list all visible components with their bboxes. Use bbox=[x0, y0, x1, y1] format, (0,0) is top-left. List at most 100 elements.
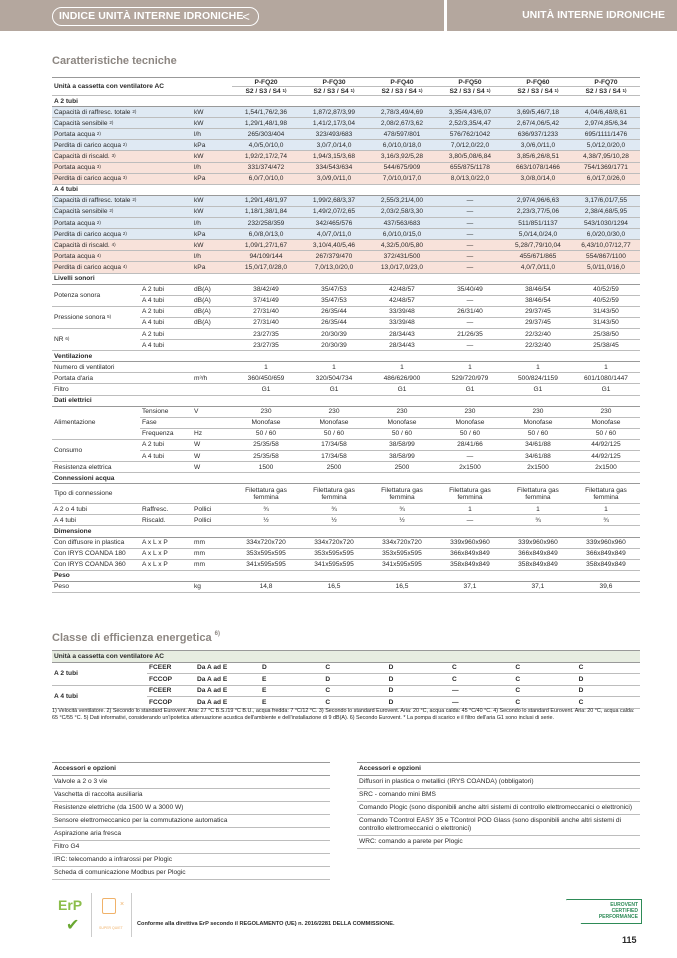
table-row: Potenza sonora A 2 tubi dB(A) 38/42/49 35/47… bbox=[52, 284, 640, 307]
table-row: Peso kg 14,8 16,5 16,5 37,1 37,1 39,6 bbox=[52, 581, 640, 594]
row-label-text: S2 / S3 / S4 bbox=[381, 87, 417, 95]
value-cell: 576/762/1042 bbox=[435, 128, 504, 141]
value-cell: ¾ bbox=[367, 503, 436, 516]
efficiency-class: C bbox=[449, 673, 514, 686]
value-cell: 230 bbox=[367, 406, 436, 418]
table-row: Portata acqua 4) l/h 94/109/144 267/379/470… bbox=[52, 250, 640, 263]
value-cell: 23/27/35 bbox=[232, 328, 300, 341]
value-cell: 1 bbox=[232, 361, 300, 374]
footnote-ref: 4) bbox=[122, 263, 127, 269]
sub-label: A 4 tubi bbox=[140, 295, 192, 307]
row-label-text: S2 / S3 / S4 bbox=[585, 87, 621, 95]
value-cell: 4,0/7,0/11,0 bbox=[300, 228, 368, 241]
section-row: Dimensione bbox=[52, 525, 640, 538]
value-cell: 17/34/58 bbox=[300, 439, 368, 452]
value-cell: 4,0/5,0/10,0 bbox=[232, 139, 300, 152]
footnote-ref: 1) bbox=[554, 87, 559, 93]
accessory-item: Sensore elettromeccanico per la commutaz… bbox=[52, 815, 330, 828]
value-cell: 1,09/1,27/1,67 bbox=[232, 239, 300, 252]
value-cell: — bbox=[435, 239, 504, 252]
value-cell: 38/46/54 bbox=[503, 284, 572, 296]
super-quiet-text: SUPER QUIET bbox=[99, 926, 123, 930]
value-cell: 1 bbox=[435, 503, 504, 516]
value-cell: 437/563/683 bbox=[367, 217, 436, 230]
accessory-item: Resistenze elettriche (da 1500 W a 3000 … bbox=[52, 802, 330, 815]
value-cell: 366x849x849 bbox=[503, 548, 572, 560]
value-cell: 50 / 60 bbox=[367, 428, 436, 440]
header-row-models: Unità a cassetta con ventilatore AC P-FQ2… bbox=[52, 77, 640, 96]
value-cell: 554/867/1100 bbox=[571, 250, 640, 263]
sub-label: A 4 tubi bbox=[140, 339, 192, 352]
row-label: Peso bbox=[52, 581, 192, 594]
value-cell: 26/35/44 bbox=[300, 306, 368, 318]
value-cell: 5,0/12,0/20,0 bbox=[571, 139, 640, 152]
index-back-button[interactable]: INDICE UNITÀ INTERNE IDRONICHE < bbox=[52, 7, 259, 26]
value-cell: 25/35/58 bbox=[232, 439, 300, 452]
table-row: Alimentazione Tensione V 230 230 230 230 230 230 bbox=[52, 406, 640, 440]
footnote-ref: 2) bbox=[132, 197, 137, 203]
row-label: Portata acqua 2) bbox=[52, 217, 192, 230]
unit: Pollici bbox=[192, 503, 233, 516]
row-label: Perdita di carico acqua 2) bbox=[52, 228, 192, 241]
row-label-text: S2 / S3 / S4 bbox=[313, 87, 349, 95]
value-cell: 26/31/40 bbox=[435, 306, 504, 318]
efficiency-class: E bbox=[260, 685, 324, 697]
unit bbox=[192, 361, 233, 374]
efficiency-class: — bbox=[449, 696, 514, 709]
sub-label: A x L x P bbox=[140, 559, 192, 571]
footnote-ref: 3) bbox=[96, 164, 101, 170]
row-label-text: Potenza sonora bbox=[54, 291, 101, 299]
value-cell: 3,0/7,0/14,0 bbox=[300, 139, 368, 152]
footnote-ref: 2) bbox=[96, 219, 101, 225]
row-label-text: Filtro bbox=[54, 385, 69, 393]
efficiency-title-sup: 6) bbox=[214, 631, 220, 637]
value-cell: 331/374/472 bbox=[232, 162, 300, 174]
row-label-text: S2 / S3 / S4 bbox=[245, 87, 281, 95]
value-cell: 4,32/5,00/5,80 bbox=[367, 239, 436, 252]
row-label-text: Capacità di riscald. bbox=[54, 241, 110, 249]
row-label-text: Capacità di riscald. bbox=[54, 153, 110, 161]
value-cell: 1,94/3,15/3,68 bbox=[300, 150, 368, 163]
table-row: Resistenza elettrica W 1500 2500 2500 2x1500 2… bbox=[52, 461, 640, 474]
value-cell: 50 / 60 bbox=[300, 428, 368, 440]
value-cell: 35/47/53 bbox=[300, 284, 368, 296]
specs-title: Caratteristiche tecniche bbox=[52, 55, 177, 67]
row-label-text: Perdita di carico acqua bbox=[54, 141, 122, 149]
row-label: Con IRYS COANDA 180 bbox=[52, 548, 140, 560]
value-cell: 1 bbox=[367, 361, 436, 374]
value-cell: 6,0/20,0/30,0 bbox=[571, 228, 640, 241]
header-row-speeds: S2 / S3 / S4 1) S2 / S3 / S4 1) S2 / S3 / … bbox=[52, 86, 640, 96]
row-label: Perdita di carico acqua 4) bbox=[52, 261, 192, 274]
table-row: Frequenza Hz 50 / 60 50 / 60 50 / 60 50 / 60 5… bbox=[52, 428, 640, 440]
value-cell: G1 bbox=[571, 383, 640, 396]
sub-label: A 2 tubi bbox=[140, 284, 192, 296]
value-cell: 267/379/470 bbox=[300, 250, 368, 263]
accessory-item: Filtro G4 bbox=[52, 841, 330, 854]
value-cell: Filettatura gas femmina bbox=[503, 483, 572, 505]
value-cell: 1 bbox=[571, 361, 640, 374]
value-cell: 31/43/50 bbox=[571, 306, 640, 318]
value-cell: 478/597/801 bbox=[367, 128, 436, 141]
value-cell: 31/43/50 bbox=[571, 317, 640, 329]
sub-label: Riscald. bbox=[140, 514, 192, 527]
value-cell: 2,97/4,85/6,34 bbox=[571, 117, 640, 130]
unit: W bbox=[192, 439, 233, 452]
row-label: Capacità di riscald. 3) bbox=[52, 150, 192, 163]
value-cell: 29/37/45 bbox=[503, 306, 572, 318]
value-cell: 3,0/6,0/11,0 bbox=[503, 139, 572, 152]
value-cell: 1,18/1,38/1,84 bbox=[232, 206, 300, 219]
value-cell: 34/61/88 bbox=[503, 439, 572, 452]
table-row: Perdita di carico acqua 2) kPa 4,0/5,0/10,… bbox=[52, 139, 640, 152]
efficiency-class: C bbox=[576, 662, 640, 674]
value-cell: 33/39/48 bbox=[367, 317, 436, 329]
value-cell: 339x960x960 bbox=[503, 537, 572, 549]
efficiency-class: D bbox=[576, 673, 640, 686]
row-label: Numero di ventilatori bbox=[52, 361, 192, 374]
footnote-ref: 4) bbox=[111, 241, 116, 247]
value-cell: 2x1500 bbox=[503, 461, 572, 474]
value-cell: Monofase bbox=[300, 417, 368, 429]
unit: kPa bbox=[192, 173, 233, 185]
value-cell: — bbox=[435, 339, 504, 352]
value-cell: 21/26/35 bbox=[435, 328, 504, 341]
footnote-ref: 2) bbox=[109, 208, 114, 214]
